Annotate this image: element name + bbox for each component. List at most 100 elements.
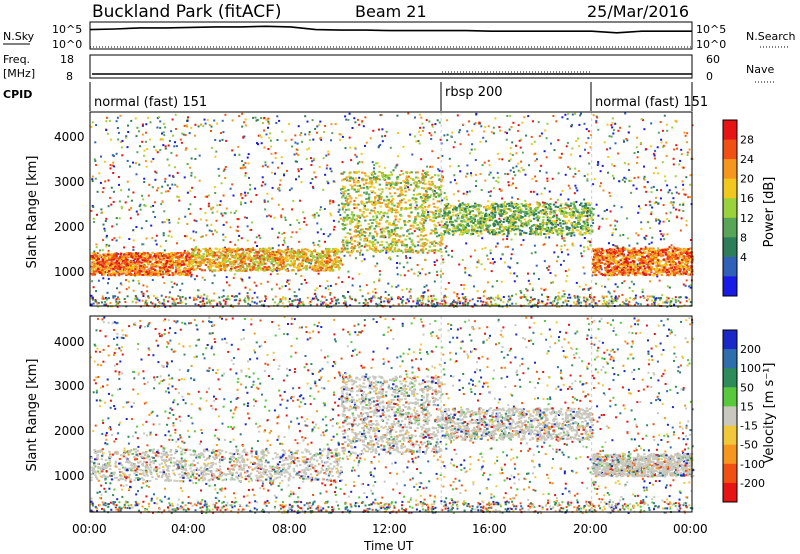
echo-pixel bbox=[171, 261, 174, 264]
scatter-pixel bbox=[244, 202, 247, 204]
scatter-pixel bbox=[349, 146, 352, 149]
echo-pixel bbox=[236, 247, 240, 250]
scatter-pixel bbox=[662, 204, 665, 206]
scatter-pixel bbox=[220, 132, 222, 134]
echo-pixel bbox=[208, 253, 211, 256]
scatter-pixel bbox=[624, 112, 627, 115]
echo-pixel bbox=[519, 215, 522, 218]
scatter-pixel bbox=[564, 113, 567, 116]
echo-pixel bbox=[162, 257, 165, 260]
scatter-pixel bbox=[258, 255, 261, 258]
echo-pixel bbox=[415, 171, 418, 174]
scatter-pixel bbox=[225, 221, 228, 224]
scatter-pixel bbox=[267, 200, 269, 203]
scatter-pixel bbox=[523, 293, 526, 296]
scatter-pixel bbox=[560, 251, 563, 254]
echo-pixel bbox=[329, 265, 332, 268]
echo-pixel bbox=[348, 241, 351, 244]
echo-pixel bbox=[169, 262, 172, 265]
scatter-pixel bbox=[490, 270, 493, 273]
echo-pixel bbox=[391, 181, 394, 184]
echo-pixel bbox=[147, 271, 150, 274]
echo-pixel bbox=[366, 249, 369, 252]
scatter-pixel bbox=[308, 131, 311, 133]
scatter-pixel bbox=[402, 266, 405, 269]
scatter-pixel bbox=[609, 195, 612, 197]
echo-pixel bbox=[99, 254, 102, 257]
scatter-pixel bbox=[298, 240, 301, 243]
scatter-pixel bbox=[510, 253, 513, 256]
echo-pixel bbox=[419, 205, 422, 208]
scatter-pixel bbox=[295, 231, 298, 234]
echo-pixel bbox=[218, 254, 221, 257]
echo-pixel bbox=[374, 246, 378, 249]
scatter-pixel bbox=[378, 270, 381, 273]
echo-pixel bbox=[396, 241, 399, 244]
scatter-pixel bbox=[221, 214, 224, 217]
freq-label: Freq. bbox=[3, 53, 30, 66]
scatter-pixel bbox=[355, 155, 358, 158]
scatter-pixel bbox=[143, 204, 146, 207]
echo-pixel bbox=[158, 258, 162, 261]
scatter-pixel bbox=[508, 159, 511, 162]
freq-tick-top: 18 bbox=[60, 53, 74, 66]
echo-pixel bbox=[355, 225, 358, 228]
scatter-pixel bbox=[112, 161, 115, 164]
echo-pixel bbox=[237, 263, 240, 266]
scatter-pixel bbox=[682, 202, 685, 205]
scatter-pixel bbox=[523, 116, 526, 119]
scatter-pixel bbox=[255, 284, 258, 287]
echo-pixel bbox=[241, 263, 244, 265]
scatter-pixel bbox=[164, 126, 167, 129]
echo-pixel bbox=[118, 269, 121, 272]
scatter-pixel bbox=[546, 266, 549, 269]
echo-pixel bbox=[292, 251, 295, 254]
scatter-pixel bbox=[402, 172, 405, 175]
scatter-pixel bbox=[611, 163, 613, 166]
echo-pixel bbox=[196, 260, 199, 263]
echo-pixel bbox=[302, 255, 305, 258]
echo-pixel bbox=[151, 252, 154, 255]
scatter-pixel bbox=[195, 275, 198, 278]
echo-pixel bbox=[425, 191, 428, 194]
scatter-pixel bbox=[174, 141, 176, 144]
echo-pixel bbox=[434, 186, 437, 189]
scatter-pixel bbox=[665, 155, 668, 157]
echo-pixel bbox=[365, 178, 368, 181]
scatter-pixel bbox=[495, 180, 498, 182]
scatter-pixel bbox=[100, 208, 103, 211]
noise-tick-top-right: 10^5 bbox=[696, 23, 726, 36]
echo-pixel bbox=[95, 255, 99, 258]
echo-pixel bbox=[357, 190, 360, 193]
echo-pixel bbox=[102, 260, 105, 263]
scatter-pixel bbox=[155, 243, 158, 246]
echo-pixel bbox=[295, 266, 299, 269]
scatter-pixel bbox=[636, 156, 639, 159]
echo-pixel bbox=[389, 171, 393, 174]
echo-pixel bbox=[93, 252, 97, 255]
echo-pixel bbox=[423, 179, 426, 182]
scatter-pixel bbox=[682, 210, 685, 212]
echo-pixel bbox=[285, 269, 288, 272]
echo-pixel bbox=[188, 256, 191, 259]
echo-pixel bbox=[258, 257, 261, 260]
scatter-pixel bbox=[483, 229, 486, 232]
echo-pixel bbox=[168, 255, 171, 258]
scatter-pixel bbox=[101, 249, 104, 252]
echo-pixel bbox=[374, 230, 377, 233]
scatter-pixel bbox=[563, 295, 566, 298]
echo-pixel bbox=[118, 257, 121, 260]
scatter-pixel bbox=[278, 287, 281, 290]
echo-pixel bbox=[393, 242, 396, 245]
echo-pixel bbox=[285, 254, 288, 257]
echo-pixel bbox=[414, 221, 417, 224]
scatter-pixel bbox=[417, 244, 420, 247]
scatter-pixel bbox=[628, 125, 631, 128]
echo-pixel bbox=[310, 252, 313, 255]
scatter-pixel bbox=[491, 258, 494, 260]
scatter-pixel bbox=[599, 170, 602, 173]
scatter-pixel bbox=[377, 249, 380, 252]
scatter-pixel bbox=[423, 285, 426, 288]
scatter-pixel bbox=[273, 216, 276, 219]
echo-pixel bbox=[416, 182, 419, 185]
